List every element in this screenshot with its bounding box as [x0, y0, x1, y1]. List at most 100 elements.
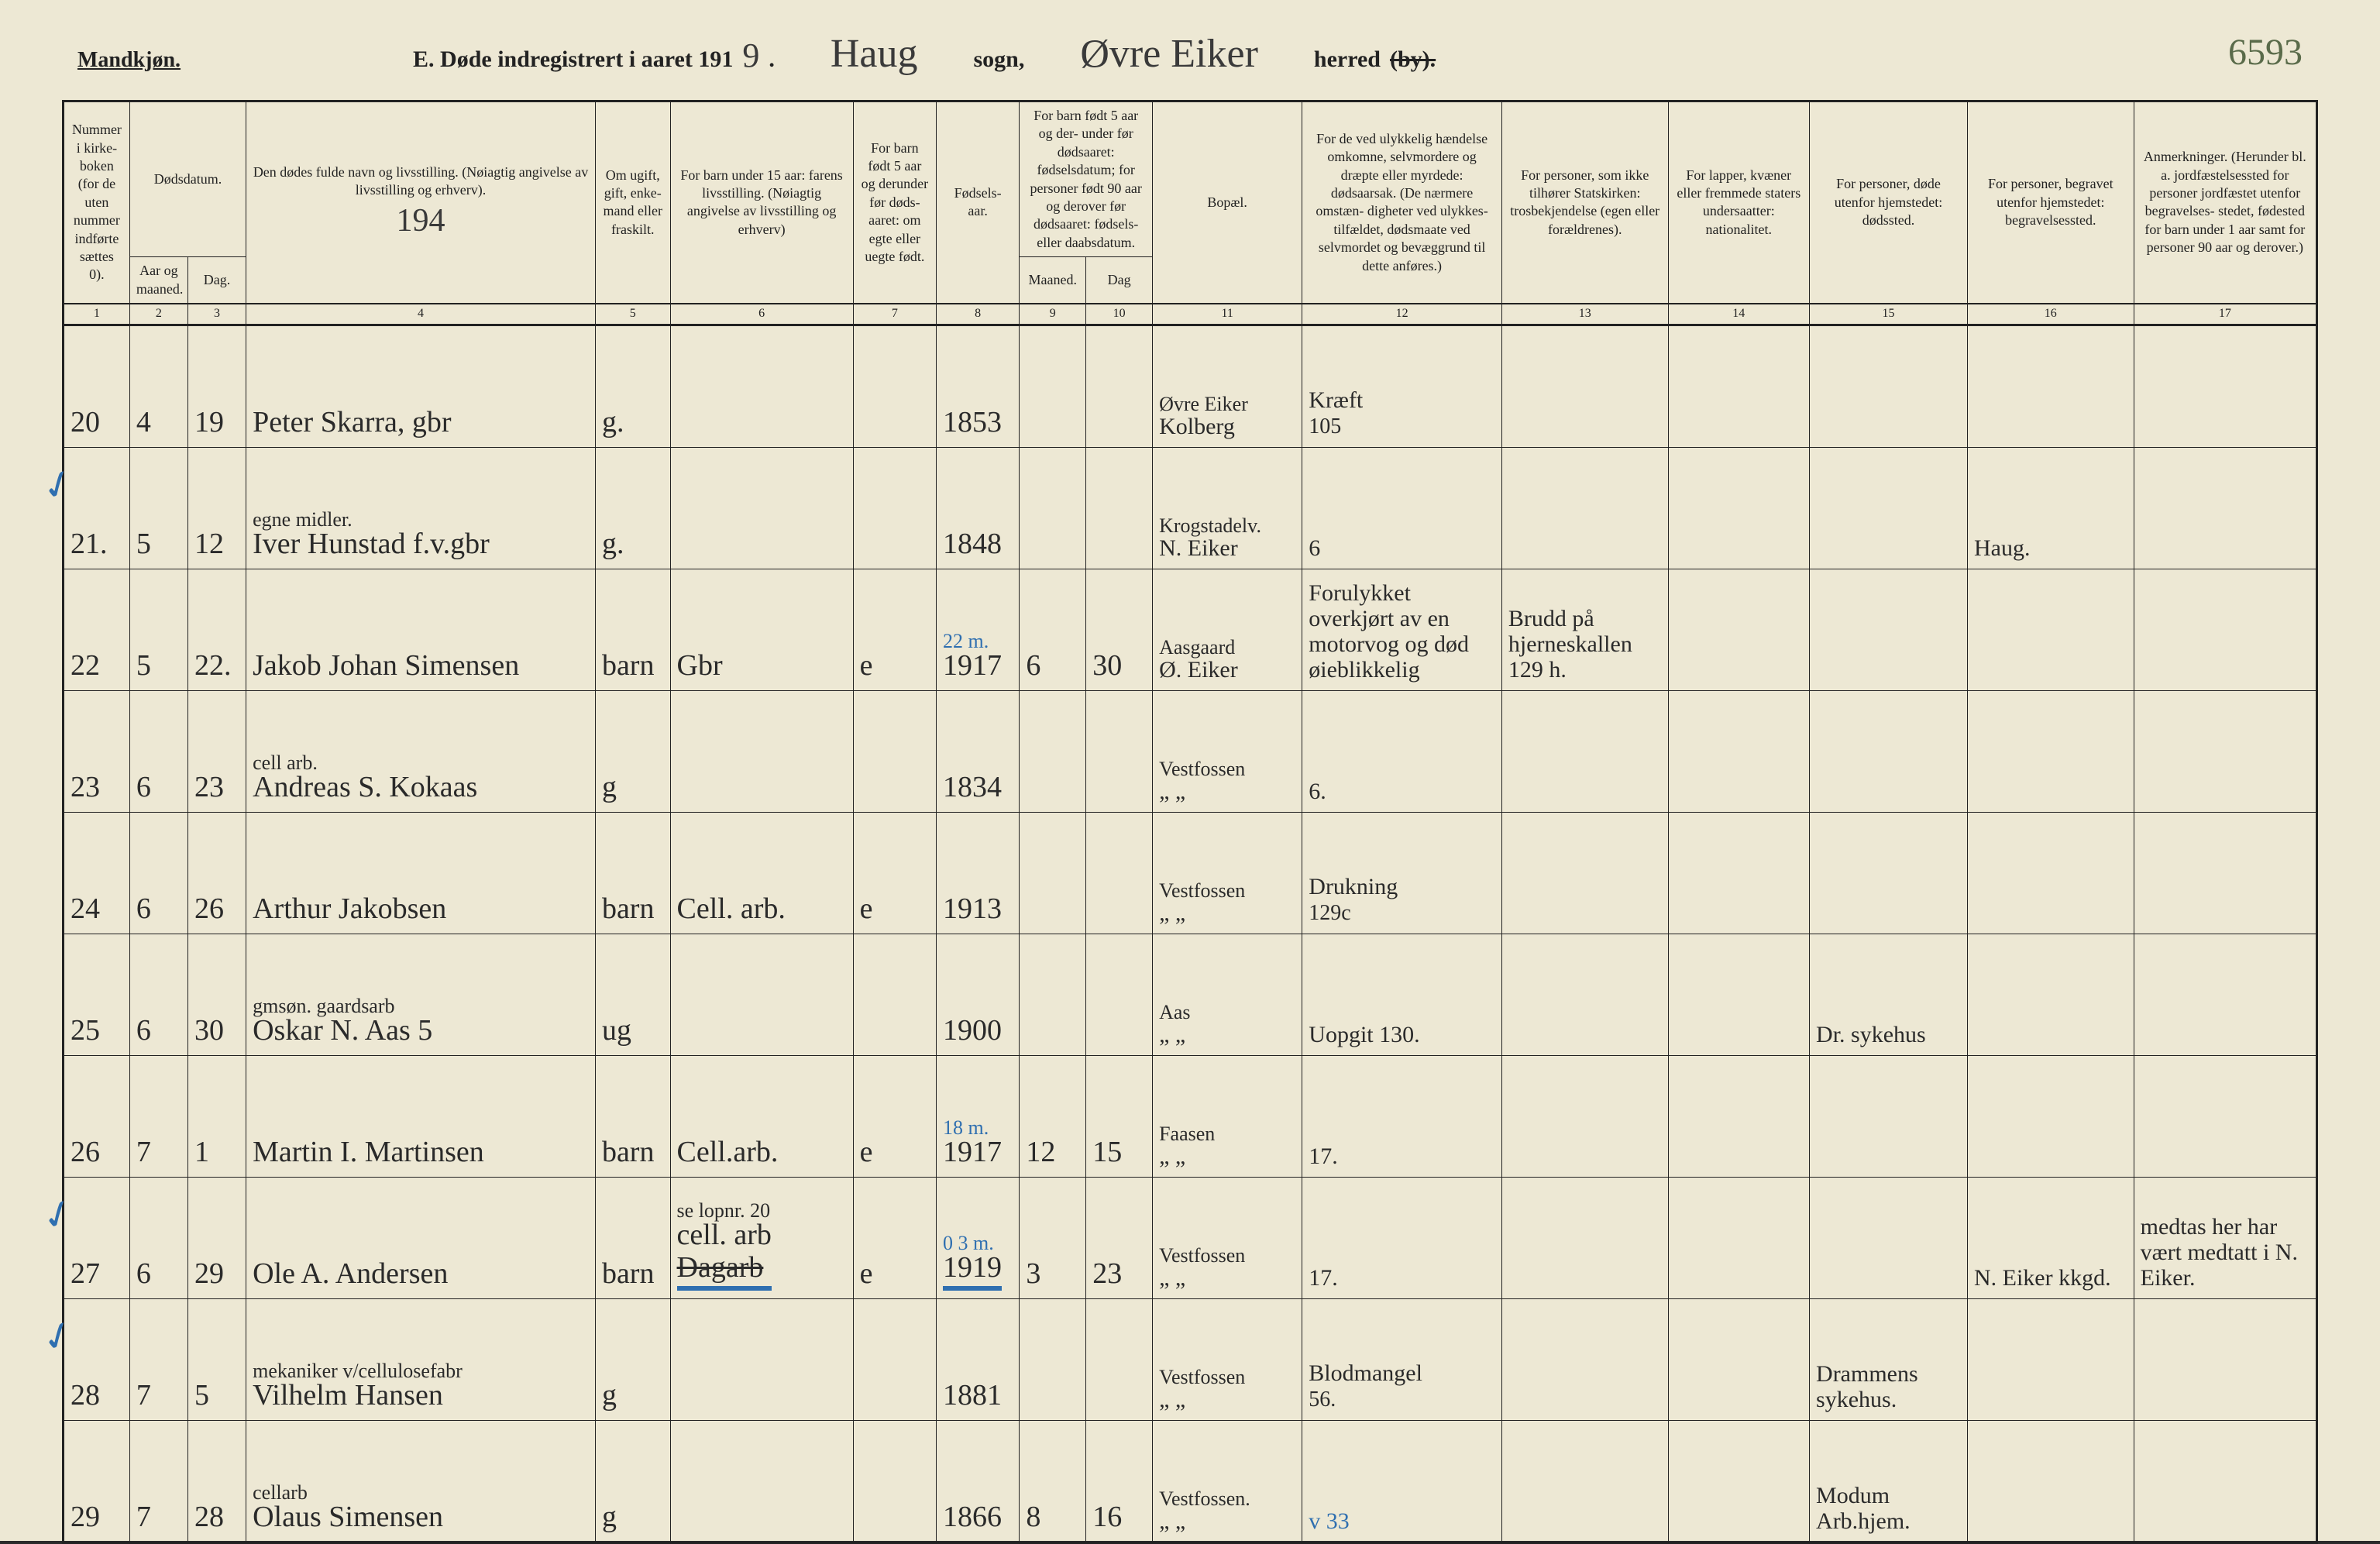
col-header-1: Nummer i kirke- boken (for de uten numme…: [64, 101, 130, 304]
cell: [670, 690, 853, 812]
cell: [670, 447, 853, 569]
colnum: 12: [1302, 304, 1502, 325]
col-header-3: Dag.: [187, 257, 246, 304]
table-row: 2875mekaniker v/cellulosefabrVilhelm Han…: [64, 1298, 2317, 1420]
cell: [1086, 325, 1153, 447]
cell: [1020, 934, 1086, 1055]
colnum: 15: [1810, 304, 1968, 325]
cell: e: [853, 1177, 936, 1298]
cell: Ole A. Andersen: [246, 1177, 596, 1298]
cell: 26: [64, 1055, 130, 1177]
cell: [1086, 1298, 1153, 1420]
cell: [1501, 1055, 1668, 1177]
cell: 1866: [937, 1420, 1020, 1542]
cell: N. Eiker kkgd.: [1967, 1177, 2134, 1298]
cell: 3: [1020, 1177, 1086, 1298]
table-row: 25630gmsøn. gaardsarbOskar N. Aas 5ug190…: [64, 934, 2317, 1055]
col-header-4-text: Den dødes fulde navn og livsstilling. (N…: [253, 164, 588, 198]
herred-label: herred: [1314, 46, 1381, 73]
cell: 1881: [937, 1298, 1020, 1420]
cell: 22.: [187, 569, 246, 690]
cell: Krogstadelv.N. Eiker: [1153, 447, 1302, 569]
cell: 6: [1302, 447, 1502, 569]
cell: [2134, 1055, 2316, 1177]
colnum: 1: [64, 304, 130, 325]
col-header-5: Om ugift, gift, enke- mand eller fraskil…: [595, 101, 670, 304]
cell: 8: [1020, 1420, 1086, 1542]
cell: [670, 934, 853, 1055]
cell: 1834: [937, 690, 1020, 812]
cell: [1668, 1420, 1809, 1542]
cell: [853, 325, 936, 447]
cell: barn: [595, 569, 670, 690]
cell: 27: [64, 1177, 130, 1298]
cell: Aas„ „: [1153, 934, 1302, 1055]
col-header-15: For personer, døde utenfor hjemstedet: d…: [1810, 101, 1968, 304]
cell: 29: [187, 1177, 246, 1298]
cell: [1668, 812, 1809, 934]
cell: [670, 1420, 853, 1542]
cell: 1913: [937, 812, 1020, 934]
cell: 16: [1086, 1420, 1153, 1542]
cell: [1020, 690, 1086, 812]
cell: 18 m.1917: [937, 1055, 1020, 1177]
cell: 20: [64, 325, 130, 447]
cell: 22: [64, 569, 130, 690]
cell: 30: [187, 934, 246, 1055]
cell: Kræft105: [1302, 325, 1502, 447]
cell: [1967, 569, 2134, 690]
cell: Haug.: [1967, 447, 2134, 569]
cell: e: [853, 812, 936, 934]
table-row: 23623cell arb.Andreas S. Kokaasg1834Vest…: [64, 690, 2317, 812]
cell: [1086, 447, 1153, 569]
cell: Forulykket overkjørt av en motorvog og d…: [1302, 569, 1502, 690]
cell: Modum Arb.hjem.: [1810, 1420, 1968, 1542]
cell: 6: [129, 812, 187, 934]
cell: [2134, 569, 2316, 690]
cell: 15: [1086, 1055, 1153, 1177]
cell: [1020, 1298, 1086, 1420]
page-number: 6593: [2228, 31, 2303, 74]
cell: Vestfossen„ „: [1153, 1177, 1302, 1298]
cell: cell arb.Andreas S. Kokaas: [246, 690, 596, 812]
colnum: 6: [670, 304, 853, 325]
cell: [1967, 325, 2134, 447]
cell: 7: [129, 1298, 187, 1420]
cell: g.: [595, 447, 670, 569]
cell: Gbr: [670, 569, 853, 690]
colnum: 3: [187, 304, 246, 325]
cell: 1853: [937, 325, 1020, 447]
cell: Øvre EikerKolberg: [1153, 325, 1302, 447]
cell: [1501, 1298, 1668, 1420]
table-row: 24626Arthur JakobsenbarnCell. arb.e1913V…: [64, 812, 2317, 934]
col-header-9: Maaned.: [1020, 257, 1086, 304]
cell: [1668, 690, 1809, 812]
cell: barn: [595, 1055, 670, 1177]
col-header-9-10: For barn født 5 aar og der- under før dø…: [1020, 101, 1153, 257]
cell: [2134, 325, 2316, 447]
cell: 1: [187, 1055, 246, 1177]
col-header-11: Bopæl.: [1153, 101, 1302, 304]
cell: Drammens sykehus.: [1810, 1298, 1968, 1420]
cell: [853, 1298, 936, 1420]
cell: 23: [1086, 1177, 1153, 1298]
cell: 22 m.1917: [937, 569, 1020, 690]
col-header-4: Den dødes fulde navn og livsstilling. (N…: [246, 101, 596, 304]
cell: mekaniker v/cellulosefabrVilhelm Hansen: [246, 1298, 596, 1420]
cell: Vestfossen„ „: [1153, 690, 1302, 812]
cell: [1810, 447, 1968, 569]
cell: Cell.arb.: [670, 1055, 853, 1177]
cell: [1501, 1420, 1668, 1542]
cell: [1668, 447, 1809, 569]
cell: [1668, 325, 1809, 447]
cell: g: [595, 1298, 670, 1420]
cell: g: [595, 690, 670, 812]
cell: 6.: [1302, 690, 1502, 812]
cell: 5: [187, 1298, 246, 1420]
cell: Vestfossen.„ „: [1153, 1420, 1302, 1542]
cell: [1501, 447, 1668, 569]
cell: [1810, 812, 1968, 934]
cell: 24: [64, 812, 130, 934]
cell: [1810, 569, 1968, 690]
cell: se lopnr. 20cell. arbDagarb: [670, 1177, 853, 1298]
